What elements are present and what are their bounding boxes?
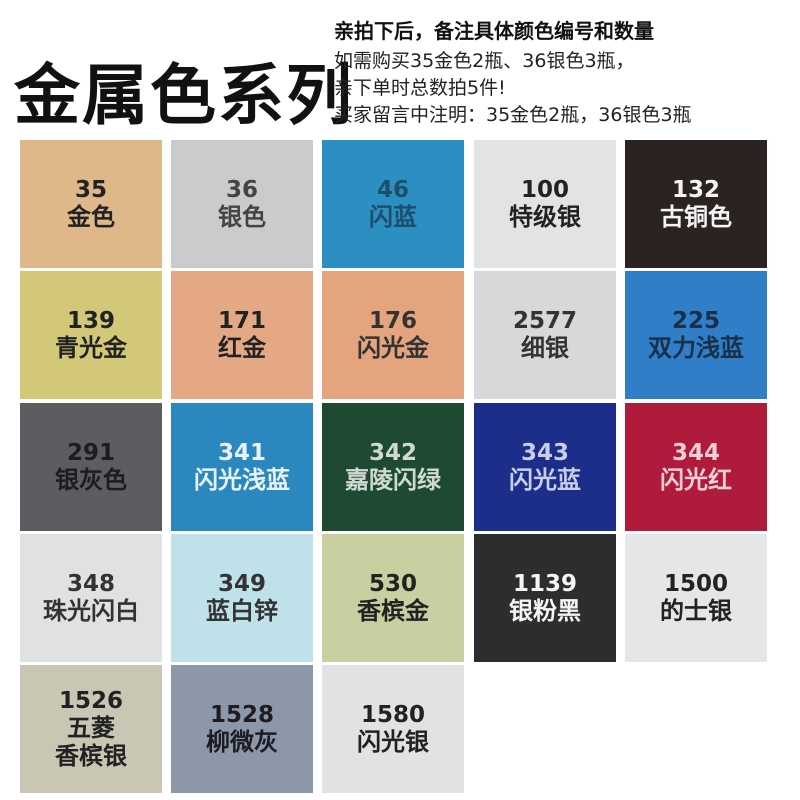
swatch-name: 闪光金 [357,334,429,362]
color-swatch[interactable]: 36 银色 [171,140,313,268]
color-swatch[interactable]: 343 闪光蓝 [474,403,616,531]
swatch-name: 金色 [67,203,115,231]
swatch-code: 342 [368,440,417,466]
color-swatch[interactable]: 341 闪光浅蓝 [171,403,313,531]
swatch-code: 1139 [512,571,577,597]
swatch-name: 嘉陵闪绿 [345,466,441,494]
swatch-code: 349 [217,571,266,597]
swatch-name: 闪蓝 [369,203,417,231]
swatch-code: 46 [376,177,409,203]
swatch-name: 双力浅蓝 [648,334,744,362]
swatch-code: 348 [66,571,115,597]
swatch-code: 1500 [663,571,728,597]
swatch-name: 蓝白锌 [206,597,278,625]
swatch-code: 139 [66,308,115,334]
color-swatch[interactable]: 348 珠光闪白 [20,534,162,662]
swatch-name: 细银 [521,334,569,362]
swatch-name: 闪光浅蓝 [194,466,290,494]
notes: 亲拍下后，备注具体颜色编号和数量 如需购买35金色2瓶、36银色3瓶， 亲下单时总数… [334,14,794,129]
swatch-name: 古铜色 [660,203,732,231]
swatch-name: 柳微灰 [206,728,278,756]
swatch-code: 176 [368,308,417,334]
note-line: 亲拍下后，备注具体颜色编号和数量 [334,19,654,43]
swatch-code: 530 [368,571,417,597]
swatch-code: 35 [74,177,107,203]
color-swatch[interactable]: 342 嘉陵闪绿 [322,403,464,531]
swatch-code: 344 [671,440,720,466]
swatch-name: 银粉黑 [509,597,581,625]
swatch-name: 闪光蓝 [509,466,581,494]
swatch-name: 银灰色 [55,466,127,494]
swatch-name: 闪光银 [357,728,429,756]
color-swatch[interactable]: 132 古铜色 [625,140,767,268]
color-swatch[interactable]: 530 香槟金 [322,534,464,662]
note-line: 买家留言中注明：35金色2瓶，36银色3瓶 [334,104,692,126]
color-swatch[interactable]: 35 金色 [20,140,162,268]
note-line: 如需购买35金色2瓶、36银色3瓶， [334,50,635,72]
swatch-code: 341 [217,440,266,466]
swatch-name: 闪光红 [660,466,732,494]
color-swatch[interactable]: 1500 的士银 [625,534,767,662]
swatch-name: 的士银 [660,597,732,625]
color-swatch[interactable]: 176 闪光金 [322,271,464,399]
swatch-name: 香槟金 [357,597,429,625]
swatch-code: 225 [671,308,720,334]
color-swatch[interactable]: 2577 细银 [474,271,616,399]
swatch-code: 1526 [58,688,123,714]
color-swatch[interactable]: 1580 闪光银 [322,665,464,793]
swatch-code: 100 [520,177,569,203]
swatch-code: 2577 [512,308,577,334]
swatch-code: 343 [520,440,569,466]
note-line: 亲下单时总数拍5件! [334,77,506,99]
color-swatch[interactable]: 1139 银粉黑 [474,534,616,662]
swatch-name: 五菱 [67,714,115,742]
swatch-code: 1580 [360,702,425,728]
color-swatch[interactable]: 1528 柳微灰 [171,665,313,793]
color-swatch[interactable]: 46 闪蓝 [322,140,464,268]
color-swatch[interactable]: 225 双力浅蓝 [625,271,767,399]
swatch-code: 291 [66,440,115,466]
title: 金属色系列 [14,57,354,134]
swatch-name: 青光金 [55,334,127,362]
color-swatch[interactable]: 291 银灰色 [20,403,162,531]
color-swatch[interactable]: 1526 五菱 香槟银 [20,665,162,793]
color-swatch[interactable]: 344 闪光红 [625,403,767,531]
color-swatch[interactable]: 100 特级银 [474,140,616,268]
swatch-code: 1528 [209,702,274,728]
color-swatch[interactable]: 349 蓝白锌 [171,534,313,662]
swatch-name: 特级银 [509,203,581,231]
swatch-name: 珠光闪白 [43,597,139,625]
swatch-name: 红金 [218,334,266,362]
swatch-name: 银色 [218,203,266,231]
color-swatch[interactable]: 171 红金 [171,271,313,399]
swatch-name: 香槟银 [55,742,127,770]
swatch-code: 171 [217,308,266,334]
swatch-code: 132 [671,177,720,203]
swatch-code: 36 [225,177,258,203]
color-swatch[interactable]: 139 青光金 [20,271,162,399]
